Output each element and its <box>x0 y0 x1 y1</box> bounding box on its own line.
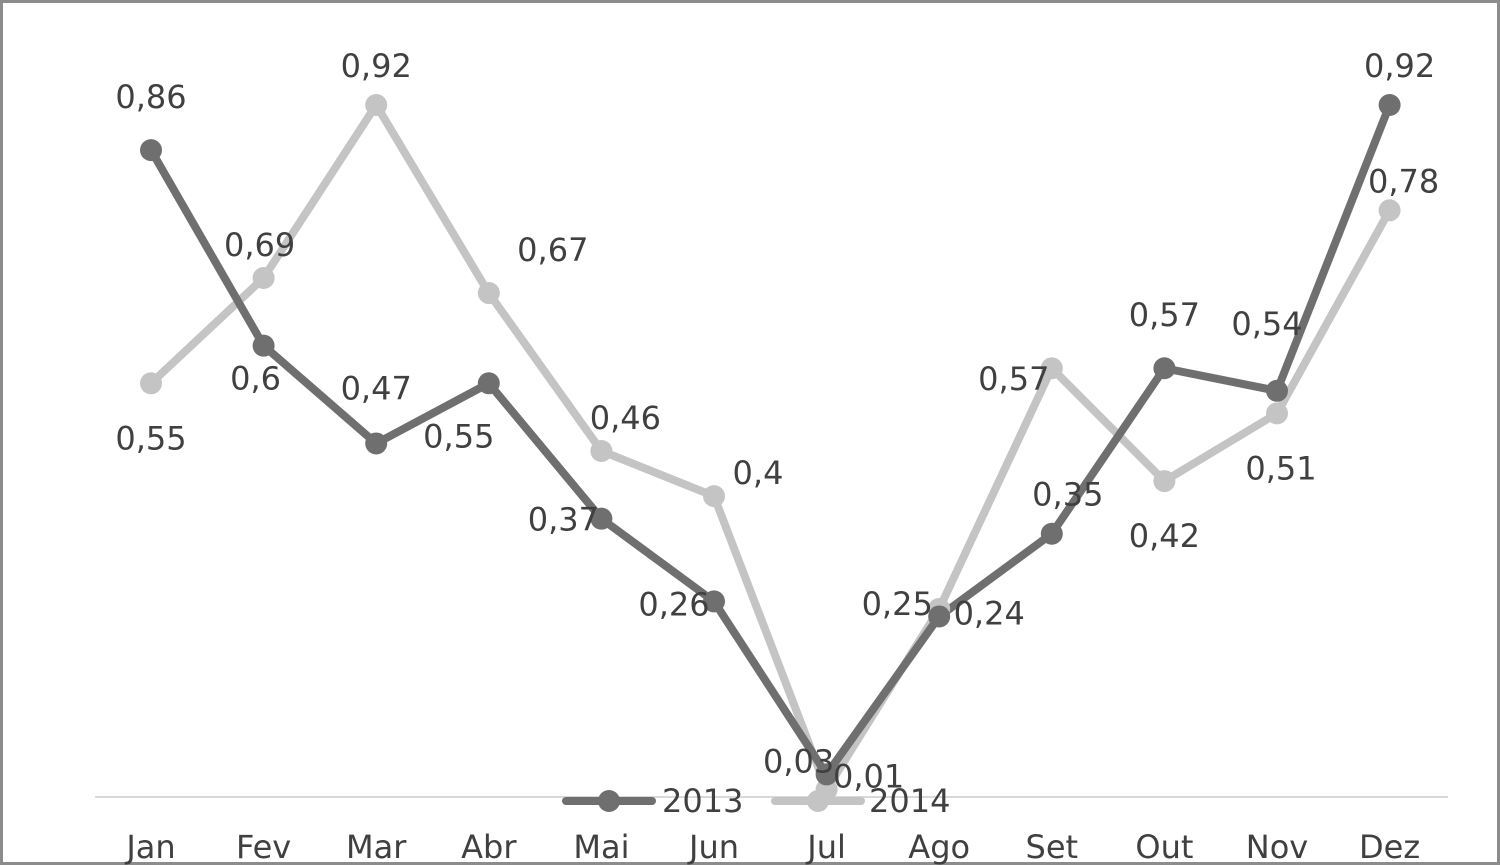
data-point-2014-abr <box>477 282 500 305</box>
data-label-2014-ago: 0,25 <box>862 585 933 623</box>
data-point-2013-nov <box>1266 379 1288 402</box>
x-tick-label-jun: Jun <box>687 828 739 865</box>
data-label-2014-set: 0,57 <box>978 360 1049 398</box>
x-tick-label-nov: Nov <box>1246 828 1308 865</box>
x-tick-label-out: Out <box>1135 828 1193 865</box>
data-point-2013-mar <box>365 432 388 455</box>
data-label-2013-out: 0,57 <box>1129 296 1200 334</box>
data-label-2013-fev: 0,6 <box>230 360 281 398</box>
data-label-2013-dez: 0,92 <box>1364 47 1435 85</box>
x-tick-label-set: Set <box>1026 828 1079 865</box>
x-tick-labels: Jan Fev Mar Abr Mai Jun Jul Ago Set Out Nov Dez <box>124 828 1420 865</box>
legend-item-2013: 2013 <box>562 782 743 820</box>
data-point-2013-ago <box>928 605 951 628</box>
data-label-2014-mai: 0,46 <box>590 399 661 437</box>
data-label-2013-nov: 0,54 <box>1231 305 1302 343</box>
series-lines <box>147 100 1394 794</box>
data-label-2013-jul: 0,03 <box>763 742 834 780</box>
data-label-2013-jan: 0,86 <box>115 78 186 116</box>
data-point-2014-nov <box>1266 402 1288 425</box>
legend: 2013 2014 <box>562 782 950 820</box>
data-label-2013-mai: 0,37 <box>528 501 599 539</box>
data-point-2013-jan <box>140 139 162 162</box>
x-tick-label-ago: Ago <box>908 828 970 865</box>
data-point-2014-mai <box>590 439 613 462</box>
data-point-2014-dez <box>1378 199 1401 222</box>
data-point-2013-abr <box>477 372 500 395</box>
series-line-2013 <box>147 100 1394 779</box>
data-label-2014-nov: 0,51 <box>1245 449 1316 487</box>
x-tick-label-dez: Dez <box>1359 828 1420 865</box>
data-label-2014-mar: 0,92 <box>341 47 412 85</box>
data-label-2013-ago: 0,24 <box>954 594 1025 632</box>
data-point-2014-mar <box>365 93 388 116</box>
data-point-2013-jul <box>815 763 838 786</box>
x-tick-label-jul: Jul <box>805 828 846 865</box>
data-label-2013-set: 0,35 <box>1032 476 1103 514</box>
legend-label: 2013 <box>662 782 743 820</box>
x-tick-label-fev: Fev <box>236 828 291 865</box>
data-label-2013-mar: 0,47 <box>341 369 412 407</box>
data-label-2014-dez: 0,78 <box>1368 162 1439 200</box>
data-point-2014-set <box>1040 357 1063 380</box>
data-label-2014-out: 0,42 <box>1129 517 1200 555</box>
data-label-2014-abr: 0,67 <box>517 231 588 269</box>
data-point-2013-mai <box>590 507 613 530</box>
data-point-2014-jan <box>140 372 162 395</box>
legend-swatch-marker <box>807 790 829 812</box>
legend-label: 2014 <box>869 782 950 820</box>
x-tick-label-mar: Mar <box>346 828 407 865</box>
data-label-2014-jun: 0,4 <box>733 454 784 492</box>
data-label-2014-jan: 0,55 <box>115 419 186 457</box>
x-tick-label-mai: Mai <box>573 828 629 865</box>
data-point-2014-fev <box>252 266 275 289</box>
x-tick-label-jan: Jan <box>124 828 175 865</box>
data-point-2014-jun <box>703 485 725 508</box>
data-label-2013-abr: 0,55 <box>423 417 494 455</box>
legend-item-2014: 2014 <box>771 782 950 820</box>
data-point-2013-dez <box>1378 93 1401 116</box>
data-point-2014-out <box>1153 470 1176 493</box>
data-label-2013-jun: 0,26 <box>638 585 709 623</box>
series-line-2014 <box>147 100 1394 794</box>
data-point-2013-fev <box>252 334 275 357</box>
data-labels: 0,86 0,6 0,47 0,55 0,37 0,26 0,03 0,24 0,35 0,57 0… <box>115 47 1439 796</box>
data-point-2013-jun <box>703 590 725 613</box>
data-point-2013-out <box>1153 357 1176 380</box>
data-label-2014-jul: 0,01 <box>833 757 904 795</box>
data-point-2013-set <box>1040 522 1063 545</box>
series-markers <box>140 93 1401 801</box>
x-tick-label-abr: Abr <box>461 828 517 865</box>
legend-swatch-marker <box>598 790 620 812</box>
data-label-2014-fev: 0,69 <box>224 226 295 264</box>
